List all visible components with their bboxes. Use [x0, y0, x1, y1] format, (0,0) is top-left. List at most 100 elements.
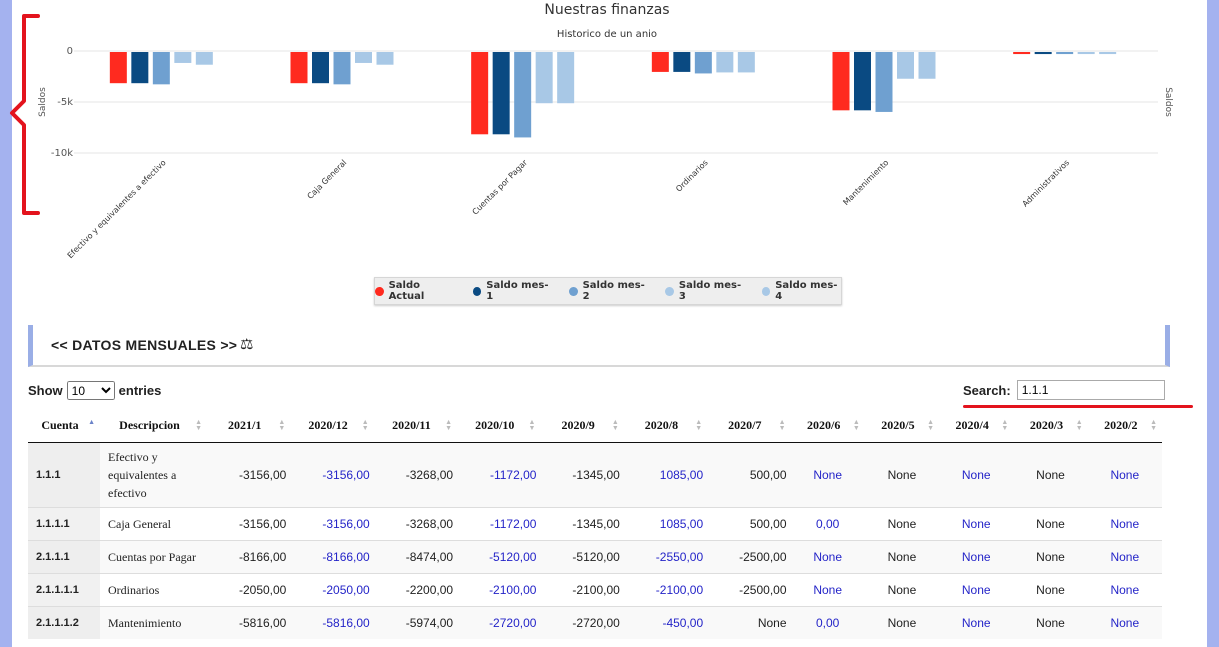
- legend-item[interactable]: Saldo mes-3: [665, 280, 744, 302]
- bar-2[interactable]: [131, 52, 149, 84]
- legend-item[interactable]: Saldo mes-1: [472, 280, 552, 302]
- entries-length-control: Show 10 entries: [28, 381, 161, 400]
- show-label: Show: [28, 383, 63, 398]
- column-header-label: Descripcion: [119, 417, 180, 432]
- column-header[interactable]: 2020/10 ▲ ▼: [457, 408, 541, 443]
- value-cell: 0,00: [790, 507, 865, 541]
- bar-1[interactable]: [1013, 52, 1031, 55]
- legend-item[interactable]: Saldo mes-2: [569, 280, 648, 302]
- column-header[interactable]: Cuenta ▲: [28, 408, 100, 443]
- column-header[interactable]: 2021/1 ▲ ▼: [207, 408, 291, 443]
- value-cell: None: [790, 442, 865, 508]
- bar-3[interactable]: [514, 52, 532, 138]
- column-header[interactable]: 2020/9 ▲ ▼: [540, 408, 624, 443]
- bar-3[interactable]: [875, 52, 893, 112]
- bar-2[interactable]: [673, 52, 691, 72]
- bar-4[interactable]: [174, 52, 192, 63]
- column-header[interactable]: 2020/7 ▲ ▼: [707, 408, 791, 443]
- value-cell: None: [790, 573, 865, 607]
- sort-icon: ▲ ▼: [1150, 418, 1157, 432]
- value-cell: None: [1013, 606, 1088, 639]
- sort-icon: ▲ ▼: [445, 418, 453, 432]
- value-cell: 500,00: [707, 442, 791, 508]
- bar-2[interactable]: [312, 52, 329, 84]
- column-header[interactable]: 2020/6 ▲ ▼: [790, 408, 865, 443]
- legend-item[interactable]: Saldo mes-4: [761, 280, 841, 302]
- bar-5[interactable]: [737, 52, 755, 73]
- column-header[interactable]: 2020/2 ▲ ▼: [1087, 408, 1162, 443]
- bar-4[interactable]: [716, 52, 734, 73]
- column-header[interactable]: 2020/12 ▲ ▼: [290, 408, 374, 443]
- table-row[interactable]: 1.1.1.1 Caja General -3156,00 -3156,00 -3268…: [28, 507, 1162, 541]
- bar-5[interactable]: [195, 52, 213, 65]
- legend-label: Saldo mes-2: [582, 280, 645, 302]
- value-cell: None: [864, 573, 940, 607]
- column-header[interactable]: 2020/8 ▲ ▼: [623, 408, 708, 443]
- value-cell: 1085,00: [623, 507, 708, 541]
- value-cell: -8166,00: [290, 540, 374, 574]
- cuenta-cell: 2.1.1.1: [28, 540, 100, 574]
- x-category-label: Efectivo y equivalentes a efectivo: [66, 158, 168, 260]
- column-header-label: 2020/4: [955, 417, 989, 432]
- bar-4[interactable]: [897, 52, 914, 79]
- entries-select[interactable]: 10: [66, 381, 115, 400]
- value-cell: -2050,00: [207, 573, 291, 607]
- sort-icon: ▲ ▼: [611, 418, 619, 432]
- bar-2[interactable]: [1034, 52, 1052, 55]
- x-category-label: Ordinarios: [674, 158, 710, 194]
- cuenta-cell: 2.1.1.1.1: [28, 573, 100, 607]
- legend-item[interactable]: Saldo Actual: [375, 280, 456, 302]
- column-header[interactable]: 2020/4 ▲ ▼: [939, 408, 1014, 443]
- value-cell: None: [1013, 540, 1088, 574]
- column-header-label: 2020/5: [881, 417, 915, 432]
- sort-icon: ▲ ▼: [195, 418, 202, 432]
- value-cell: None: [939, 573, 1014, 607]
- annotation-underline: [963, 405, 1193, 408]
- descripcion-cell: Cuentas por Pagar: [100, 540, 207, 574]
- bar-chart: 0 -5k -10k Efectivo y equivalentes a efect…: [38, 2, 1173, 260]
- bar-1[interactable]: [651, 52, 669, 72]
- value-cell: 1085,00: [623, 442, 708, 508]
- column-header[interactable]: Descripcion ▲ ▼: [100, 408, 207, 443]
- monthly-data-table: Cuenta ▲ Descripcion ▲ ▼ 2021/1 ▲ ▼ 2020/12 ▲ ▼ 202…: [28, 408, 1162, 639]
- bar-4[interactable]: [1077, 52, 1095, 55]
- bar-3[interactable]: [694, 52, 712, 74]
- search-input[interactable]: [1016, 380, 1165, 400]
- bar-1[interactable]: [109, 52, 127, 84]
- descripcion-cell: Mantenimiento: [100, 606, 207, 639]
- value-cell: -1172,00: [457, 507, 541, 541]
- bar-2[interactable]: [854, 52, 871, 111]
- bar-3[interactable]: [152, 52, 170, 85]
- entries-label: entries: [118, 383, 162, 398]
- value-cell: None: [1013, 507, 1088, 541]
- bar-1[interactable]: [290, 52, 308, 84]
- value-cell: -3156,00: [207, 507, 291, 541]
- table-row[interactable]: 1.1.1 Efectivo y equivalentes a efectivo -…: [28, 442, 1162, 508]
- column-header[interactable]: 2020/5 ▲ ▼: [864, 408, 940, 443]
- bar-1[interactable]: [471, 52, 489, 135]
- bar-4[interactable]: [535, 52, 553, 104]
- bar-5[interactable]: [376, 52, 394, 65]
- bar-1[interactable]: [832, 52, 850, 111]
- table-row[interactable]: 2.1.1.1.1 Ordinarios -2050,00 -2050,00 -2200…: [28, 573, 1162, 607]
- column-header-label: 2020/3: [1029, 417, 1064, 432]
- bar-5[interactable]: [918, 52, 936, 79]
- bar-5[interactable]: [1099, 52, 1117, 55]
- value-cell: -8166,00: [207, 540, 291, 574]
- column-header[interactable]: 2020/11 ▲ ▼: [373, 408, 458, 443]
- bar-2[interactable]: [492, 52, 510, 135]
- legend-dot-icon: [665, 286, 674, 296]
- bar-3[interactable]: [333, 52, 351, 85]
- chart-title: Nuestras finanzas: [544, 2, 669, 18]
- table-row[interactable]: 2.1.1.1 Cuentas por Pagar -8166,00 -8166,00…: [28, 540, 1162, 574]
- value-cell: -1345,00: [540, 507, 624, 541]
- bar-4[interactable]: [355, 52, 372, 63]
- value-cell: None: [939, 507, 1014, 541]
- column-header-label: 2020/10: [475, 417, 515, 432]
- value-cell: None: [1013, 573, 1088, 607]
- value-cell: None: [790, 540, 865, 574]
- bar-5[interactable]: [557, 52, 575, 104]
- column-header[interactable]: 2020/3 ▲ ▼: [1013, 408, 1088, 443]
- table-row[interactable]: 2.1.1.1.2 Mantenimiento -5816,00 -5816,00 -5…: [28, 606, 1162, 639]
- bar-3[interactable]: [1056, 52, 1074, 55]
